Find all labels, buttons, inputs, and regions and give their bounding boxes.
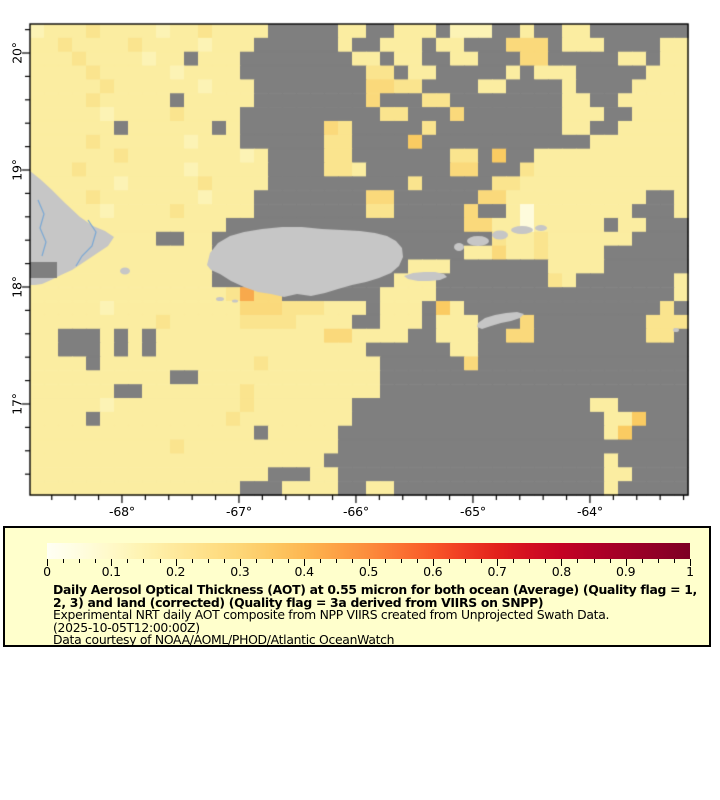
x-axis-tick-label: -68° [109,504,135,519]
y-axis-tick-label: 18° [9,276,25,298]
colorbar-minor-tick [255,559,257,563]
colorbar-minor-tick [272,559,274,563]
colorbar-major-tick [432,559,434,566]
colorbar-minor-tick [159,559,161,563]
colorbar-minor-tick [416,559,418,563]
colorbar-minor-tick [288,559,290,563]
colorbar-tick-label: 0.7 [487,564,507,579]
colorbar-tick-label: 0.8 [551,564,572,579]
colorbar-tick-label: 0.3 [230,564,250,579]
y-axis-tick-label: 19° [9,159,25,181]
legend-title-line1: Daily Aerosol Optical Thickness (AOT) at… [53,582,697,597]
colorbar-gradient [47,543,690,559]
colorbar-minor-tick [577,559,579,563]
colorbar-minor-tick [609,559,611,563]
colorbar-minor-tick [79,559,81,563]
colorbar-minor-tick [481,559,483,563]
colorbar-minor-tick [223,559,225,563]
colorbar-tick-label: 0.4 [294,564,314,579]
x-axis-tick-label: -67° [226,504,252,519]
colorbar-minor-tick [95,559,97,563]
colorbar-tick-label: 0 [43,564,51,579]
colorbar-major-tick [497,559,499,566]
colorbar-major-tick [368,559,370,566]
legend-panel: 0 0.1 0.2 0.3 0.4 0.5 0.6 0.7 0.8 0.9 1 Daily Aero… [3,526,711,647]
colorbar-minor-tick [63,559,65,563]
aot-raster-map [0,0,720,520]
colorbar-tick-label: 0.5 [358,564,379,579]
colorbar-minor-tick [352,559,354,563]
legend-title-line2: 2, 3) and land (corrected) (Quality flag… [53,594,544,610]
colorbar-minor-tick [464,559,466,563]
colorbar-tick-label: 0.2 [165,564,186,579]
colorbar-major-tick [239,559,241,566]
colorbar-minor-tick [127,559,129,563]
colorbar-tick-label: 0.6 [423,564,443,579]
colorbar-minor-tick [320,559,322,563]
colorbar-minor-tick [657,559,659,563]
colorbar-minor-tick [513,559,515,563]
colorbar-tick-label: 1 [686,564,694,579]
colorbar-major-tick [111,559,113,566]
colorbar-major-tick [304,559,306,566]
colorbar-minor-tick [207,559,209,563]
x-axis-tick-label: -66° [343,504,369,519]
colorbar-major-tick [625,559,627,566]
x-axis-tick-label: -64° [577,504,603,519]
colorbar-minor-tick [143,559,145,563]
x-axis-tick-label: -65° [460,504,486,519]
legend-credit: Data courtesy of NOAA/AOML/PHOD/Atlantic… [53,632,395,647]
colorbar-major-tick [175,559,177,566]
colorbar-minor-tick [448,559,450,563]
colorbar-minor-tick [673,559,675,563]
y-axis-tick-label: 20° [9,42,25,64]
y-axis-tick-label: 17° [9,393,25,415]
colorbar-tick-label: 0.1 [101,564,121,579]
legend-description: Experimental NRT daily AOT composite fro… [53,607,610,622]
colorbar-minor-tick [336,559,338,563]
colorbar-minor-tick [529,559,531,563]
colorbar-major-tick [561,559,563,566]
colorbar-major-tick [690,559,691,566]
legend-timestamp: (2025-10-05T12:00:00Z) [53,619,200,635]
colorbar-minor-tick [400,559,402,563]
colorbar-tick-label: 0.9 [616,564,636,579]
colorbar-minor-tick [384,559,386,563]
colorbar-minor-tick [545,559,547,563]
colorbar-minor-tick [641,559,643,563]
colorbar-minor-tick [593,559,595,563]
colorbar-major-tick [47,559,48,566]
colorbar-minor-tick [191,559,193,563]
